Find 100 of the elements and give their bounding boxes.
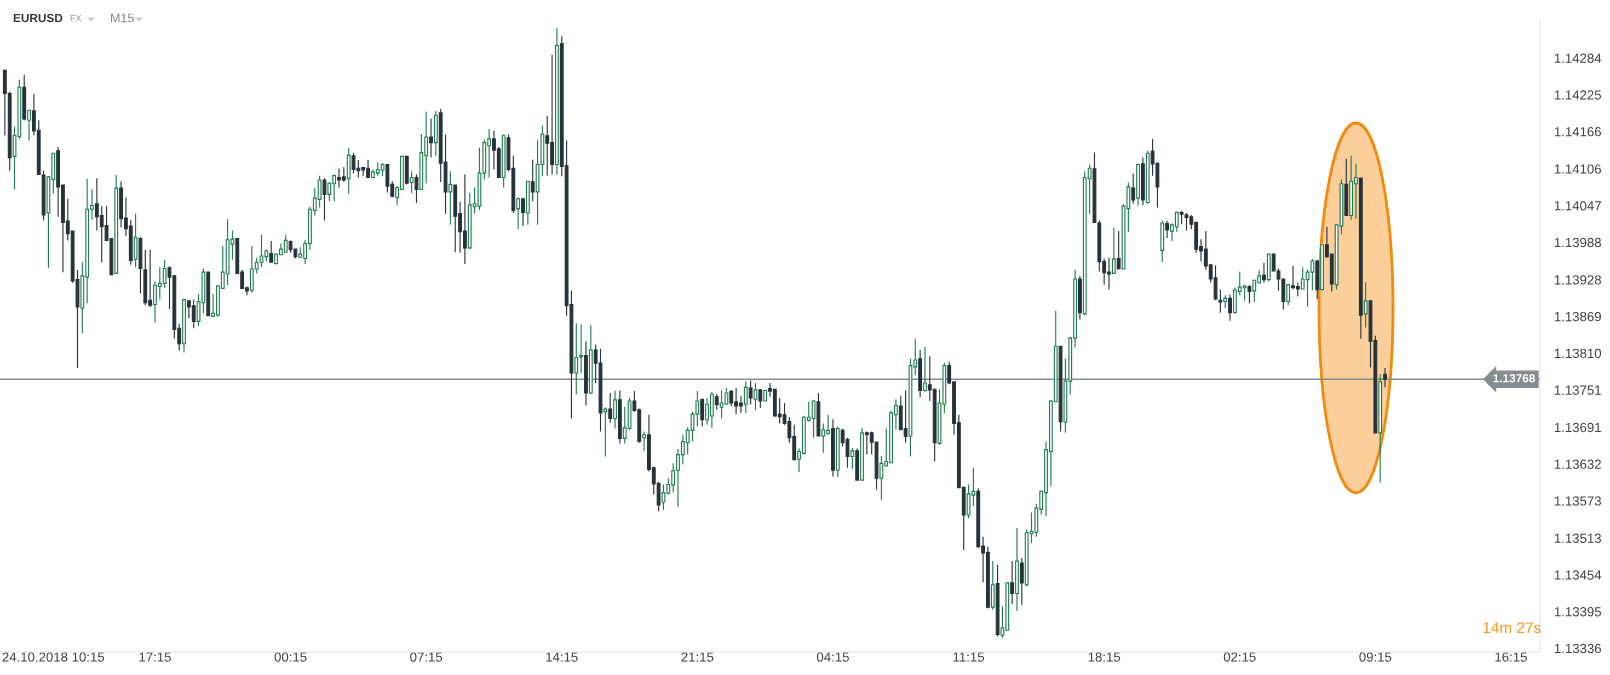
candlestick bbox=[1165, 220, 1170, 239]
candlestick bbox=[1228, 294, 1232, 322]
candlestick bbox=[1286, 283, 1291, 306]
candlestick bbox=[501, 134, 506, 189]
candlestick bbox=[613, 389, 617, 430]
candlestick bbox=[1266, 253, 1271, 282]
candlestick bbox=[1213, 264, 1218, 301]
candlestick bbox=[603, 406, 608, 458]
y-tick-label: 1.13810 bbox=[1554, 348, 1602, 359]
annotation: 14m 27s bbox=[1483, 622, 1541, 634]
x-tick-label: 24.10.2018 10:15 bbox=[2, 652, 105, 662]
y-tick-label: 1.13513 bbox=[1554, 533, 1601, 543]
candlestick bbox=[700, 398, 705, 428]
y-tick-label: 1.13573 bbox=[1554, 496, 1601, 506]
candlestick bbox=[923, 346, 927, 393]
candlestick bbox=[995, 564, 1000, 637]
candlestick bbox=[1010, 560, 1015, 605]
candlestick bbox=[1058, 345, 1063, 433]
candlestick bbox=[719, 389, 724, 420]
candlestick bbox=[1344, 158, 1349, 217]
candlestick bbox=[22, 74, 27, 121]
y-tick-label: 1.13988 bbox=[1554, 237, 1602, 248]
candlestick bbox=[855, 447, 860, 481]
candlestick bbox=[642, 431, 646, 452]
candlestick bbox=[850, 447, 855, 470]
y-tick-label: 1.14166 bbox=[1554, 127, 1601, 137]
candlestick bbox=[433, 110, 438, 157]
candlestick bbox=[269, 240, 274, 264]
x-tick-label: 04:15 bbox=[816, 652, 849, 662]
candlestick bbox=[1078, 275, 1082, 321]
candlestick bbox=[584, 340, 588, 406]
candlestick bbox=[351, 152, 356, 174]
candlestick bbox=[1315, 259, 1320, 300]
candlestick bbox=[133, 213, 138, 268]
candlestick bbox=[1320, 243, 1324, 291]
y-tick-label: 1.14106 bbox=[1554, 164, 1601, 174]
candlestick bbox=[1349, 155, 1354, 221]
candlestick bbox=[414, 173, 419, 204]
candlestick bbox=[341, 166, 346, 183]
candlestick bbox=[1145, 150, 1150, 205]
candlestick bbox=[346, 147, 351, 195]
candlestick bbox=[516, 196, 521, 230]
candlestick bbox=[990, 560, 995, 611]
candlestick bbox=[598, 348, 603, 433]
candlestick bbox=[753, 382, 758, 411]
candlestick bbox=[138, 236, 143, 294]
x-tick-label: 11:15 bbox=[953, 652, 985, 662]
candlestick bbox=[385, 163, 390, 194]
candlestick bbox=[831, 418, 835, 477]
x-tick-label: 21:15 bbox=[681, 652, 714, 662]
candlestick bbox=[574, 322, 579, 395]
ref-line-label: 1.13768 bbox=[1493, 374, 1536, 383]
candlestick bbox=[1019, 557, 1024, 606]
y-tick-label: 1.13454 bbox=[1554, 570, 1602, 580]
y-tick-label: 1.13751 bbox=[1554, 385, 1601, 395]
candlestick bbox=[1247, 284, 1252, 304]
y-tick-label: 1.13869 bbox=[1554, 311, 1601, 322]
candlestick bbox=[1111, 227, 1116, 275]
candlestick bbox=[191, 299, 196, 329]
candlestick bbox=[617, 389, 622, 444]
candlestick bbox=[1131, 173, 1136, 205]
candlestick bbox=[763, 389, 768, 402]
x-tick-label: 17:15 bbox=[139, 652, 171, 662]
candlestick bbox=[530, 158, 535, 202]
candlestick bbox=[429, 117, 433, 159]
candlestick bbox=[114, 174, 119, 275]
candlestick bbox=[918, 349, 923, 398]
annotation: M15 bbox=[111, 13, 134, 23]
candlestick bbox=[1136, 163, 1140, 207]
candlestick bbox=[143, 249, 148, 306]
candlestick bbox=[1140, 157, 1145, 206]
candlestick bbox=[811, 399, 816, 439]
candlestick bbox=[1015, 527, 1019, 612]
candlestick bbox=[714, 393, 719, 411]
candlestick bbox=[206, 271, 211, 317]
y-tick-label: 1.14284 bbox=[1554, 53, 1602, 63]
candlestick bbox=[409, 170, 414, 194]
candlestick bbox=[521, 198, 525, 227]
candlestick bbox=[453, 183, 458, 253]
y-tick-label: 1.13691 bbox=[1554, 422, 1601, 433]
y-tick-label: 1.14225 bbox=[1554, 90, 1602, 100]
candlestick bbox=[1160, 219, 1165, 263]
candlestick bbox=[448, 170, 453, 226]
candlestick bbox=[1218, 289, 1223, 314]
candlestick bbox=[555, 27, 559, 175]
x-tick-label: 00:15 bbox=[274, 652, 307, 662]
candlestick bbox=[404, 155, 409, 185]
candlestick bbox=[1383, 367, 1387, 388]
candlestick bbox=[1223, 294, 1228, 309]
x-tick-label: 18:15 bbox=[1088, 652, 1121, 662]
x-tick-label: 14:15 bbox=[546, 652, 578, 662]
candlestick bbox=[816, 392, 821, 437]
candlestick bbox=[288, 239, 293, 254]
candlestick bbox=[1363, 281, 1368, 329]
x-tick-label: 07:15 bbox=[410, 652, 443, 662]
candlestick bbox=[225, 218, 230, 286]
candlestick bbox=[1262, 262, 1266, 284]
candlestick bbox=[380, 162, 385, 177]
y-tick-label: 1.14047 bbox=[1554, 201, 1601, 211]
candlestick bbox=[608, 392, 613, 424]
